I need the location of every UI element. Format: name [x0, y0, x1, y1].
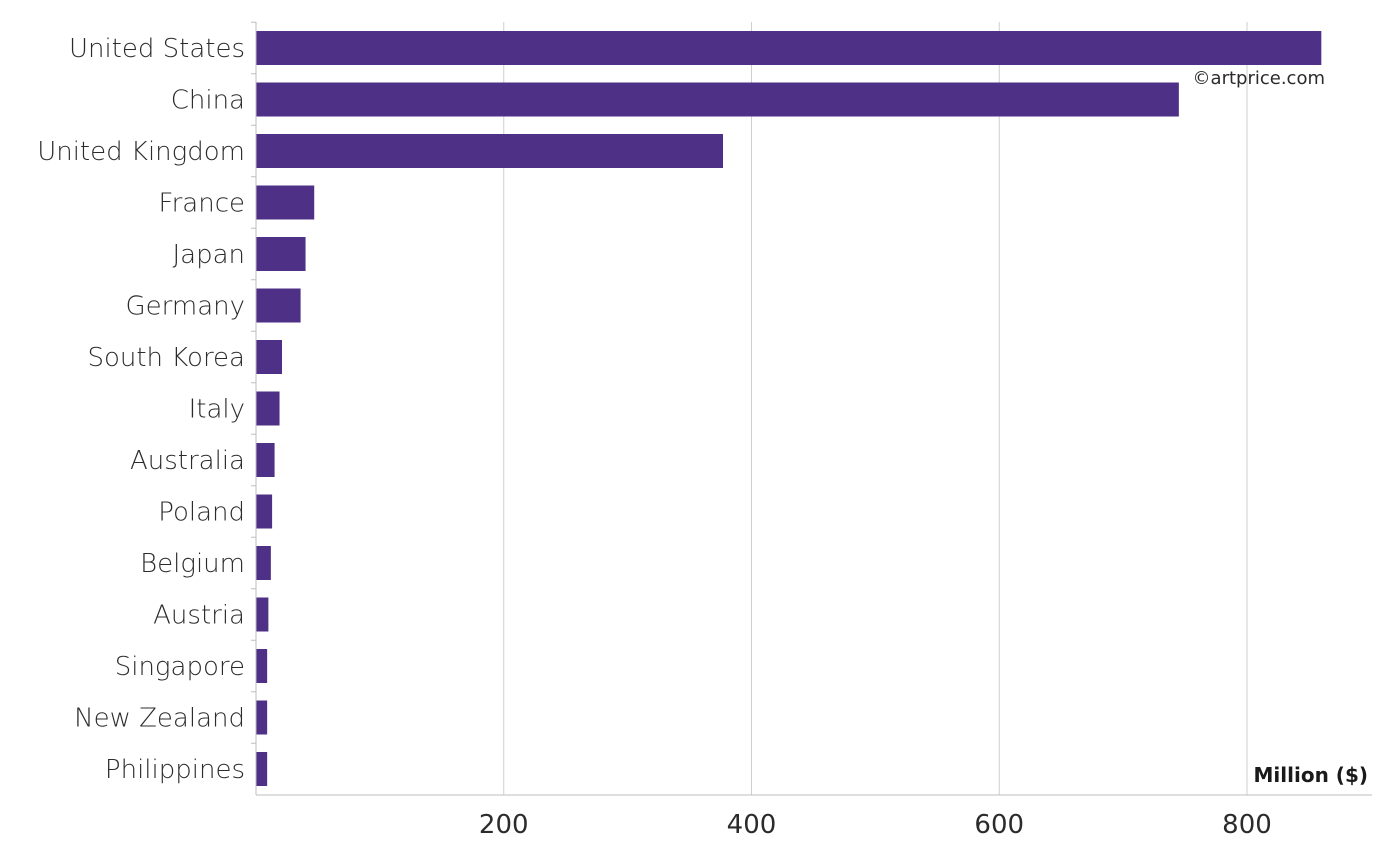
bar: [256, 649, 268, 683]
x-tick-label: 200: [479, 810, 529, 840]
category-label: Australia: [130, 446, 245, 476]
bar: [256, 391, 280, 426]
bar: [256, 546, 271, 580]
category-label: Singapore: [115, 652, 245, 682]
bar: [256, 700, 268, 735]
x-tick-label: 400: [727, 810, 777, 840]
category-label: New Zealand: [74, 704, 245, 734]
category-labels: United States China United Kingdom France Ja…: [37, 34, 245, 785]
grid-lines: [503, 22, 1248, 795]
category-label: Belgium: [140, 549, 245, 579]
bar: [256, 185, 315, 220]
bar: [256, 82, 1179, 117]
x-tick-label: 800: [1222, 810, 1272, 840]
x-axis-unit-label: Million ($): [1254, 763, 1368, 787]
category-label: France: [159, 189, 245, 219]
category-label: China: [171, 86, 245, 116]
category-label: Germany: [125, 292, 245, 322]
category-label: United States: [69, 34, 245, 64]
x-tick-labels: 200 400 600 800: [479, 810, 1272, 840]
bar: [256, 237, 306, 271]
category-label: Austria: [153, 601, 245, 631]
bar: [256, 752, 268, 786]
credit-label: ©artprice.com: [1193, 68, 1325, 89]
category-label: Japan: [172, 240, 245, 270]
bar: [256, 134, 724, 168]
category-label: Philippines: [105, 755, 245, 785]
bar: [256, 494, 273, 529]
category-label: South Korea: [87, 343, 245, 373]
x-tick-label: 600: [974, 810, 1024, 840]
bar: [256, 597, 269, 632]
category-label: Italy: [189, 395, 245, 425]
bars: [251, 21, 1322, 786]
bar: [256, 31, 1322, 65]
bar: [256, 288, 301, 323]
category-label: Poland: [158, 498, 245, 528]
bar: [256, 443, 275, 477]
category-label: United Kingdom: [37, 137, 245, 167]
bar: [256, 340, 283, 374]
